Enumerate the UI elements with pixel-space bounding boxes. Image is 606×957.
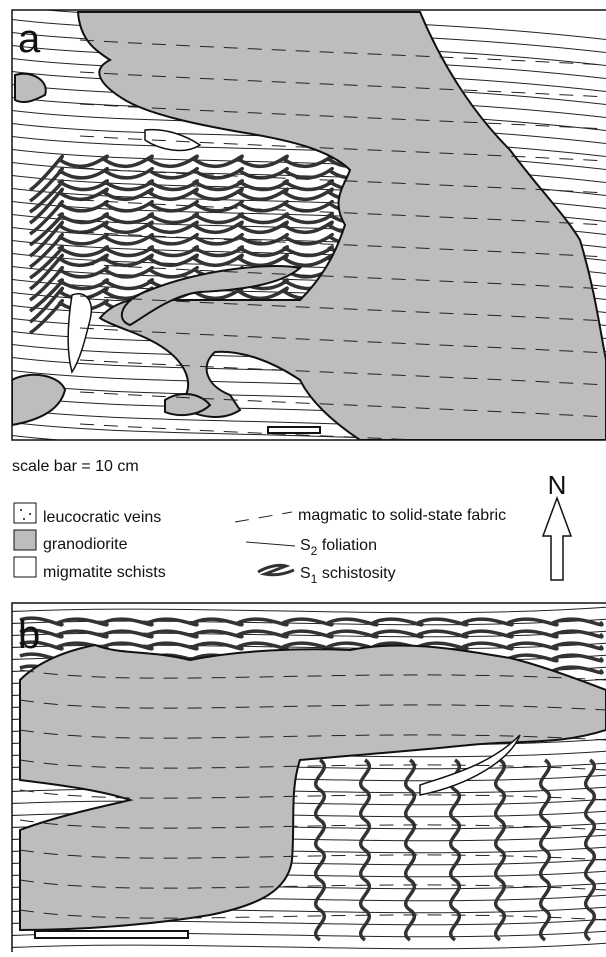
s1-schistosity [496, 760, 505, 940]
legend-label: leucocratic veins [43, 509, 161, 526]
s2-foliation [0, 943, 606, 949]
scale-note: scale bar = 10 cm [12, 458, 139, 475]
legend-label: migmatite schists [43, 564, 166, 581]
legend-symbol [258, 565, 294, 575]
panel-b-map [0, 595, 606, 949]
s2-foliation [0, 799, 606, 805]
figure: a scale bar = 10 cm leucocratic veins gr… [0, 0, 606, 952]
s1-schistosity [361, 760, 370, 940]
panel-label: a [18, 17, 41, 61]
granodiorite-body [12, 375, 65, 425]
legend-symbol [235, 512, 292, 522]
s1-schistosity [586, 760, 595, 940]
legend-label: granodiorite [43, 536, 128, 553]
panel-label: b [18, 613, 40, 657]
s2-foliation [0, 595, 606, 601]
legend-label: S1 schistosity [300, 565, 396, 587]
s2-foliation [0, 607, 606, 613]
legend-swatch [14, 503, 36, 523]
legend-symbol [246, 542, 295, 546]
scale-bar [268, 427, 320, 433]
legend-label: S2 foliation [300, 537, 377, 559]
panel-a-map [0, 5, 606, 482]
s1-schistosity [316, 760, 325, 940]
legend-label: magmatic to solid-state fabric [298, 507, 506, 524]
north-arrow [543, 498, 571, 580]
legend-swatch [14, 557, 36, 577]
scale-bar [35, 931, 188, 938]
north-label: N [548, 470, 567, 500]
legend-swatch [14, 530, 36, 550]
granodiorite-body [15, 74, 46, 102]
